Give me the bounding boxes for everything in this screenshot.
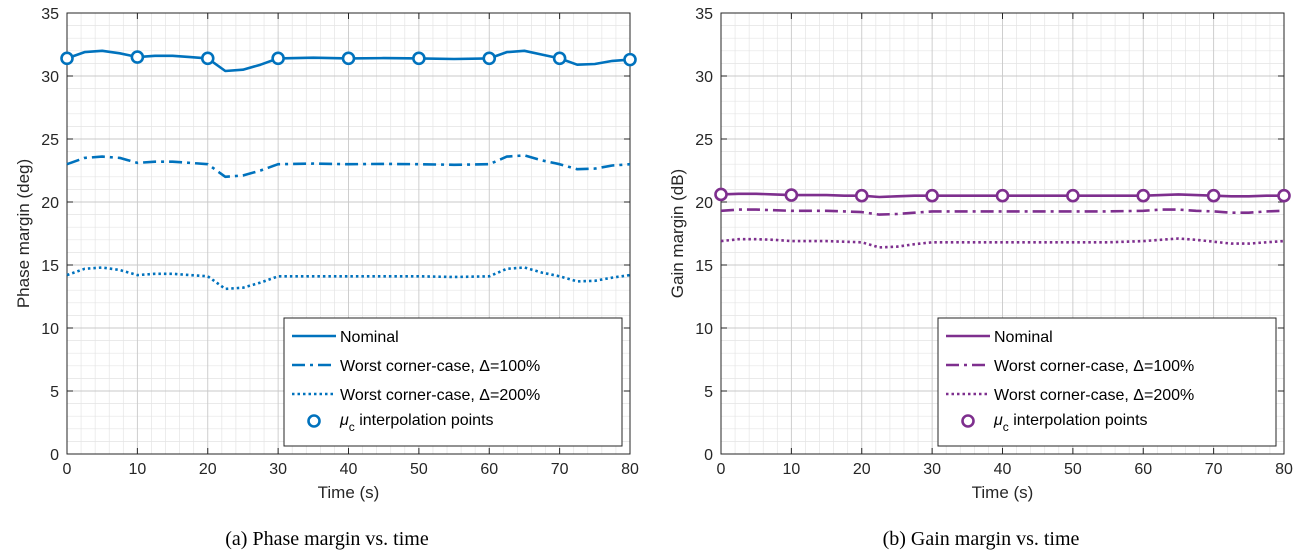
x-tick-label: 0 bbox=[63, 461, 72, 478]
legend-marker-swatch bbox=[961, 414, 975, 428]
legend-label-3: Worst corner-case, Δ=200% bbox=[994, 387, 1194, 404]
legend-box bbox=[937, 317, 1277, 447]
legend-box bbox=[283, 317, 623, 447]
y-axis-label: Phase margin (deg) bbox=[14, 159, 33, 308]
y-tick-label: 25 bbox=[41, 132, 59, 149]
interpolation-point bbox=[1277, 188, 1291, 203]
gain-margin-chart: 0 10 20 30 40 50 60 70 80 0 5 10 15 20 25 30 35 Time (s) G… bbox=[668, 6, 1293, 502]
x-tick-label: 60 bbox=[1134, 461, 1152, 478]
x-tick-label: 50 bbox=[410, 461, 428, 478]
interpolation-point bbox=[1206, 188, 1221, 203]
series-line-3 bbox=[720, 237, 1285, 249]
interpolation-point bbox=[1066, 188, 1080, 203]
legend-label-markers: μc interpolation points bbox=[339, 412, 494, 434]
interpolation-point bbox=[784, 188, 799, 202]
x-tick-label: 20 bbox=[853, 461, 871, 478]
interpolation-point bbox=[412, 51, 426, 66]
x-tick-label: 20 bbox=[199, 461, 217, 478]
x-tick-label: 60 bbox=[480, 461, 498, 478]
interpolation-point bbox=[925, 188, 939, 203]
interpolation-point bbox=[341, 51, 356, 66]
interpolation-point bbox=[854, 188, 869, 203]
series-line-3 bbox=[66, 266, 631, 291]
panel-phase-margin: 0 10 20 30 40 50 60 70 80 0 5 10 15 20 25 30 35 Time (s) P… bbox=[14, 6, 639, 550]
y-tick-label: 5 bbox=[704, 384, 713, 401]
interpolation-point bbox=[271, 51, 285, 66]
x-tick-label: 80 bbox=[1275, 461, 1293, 478]
x-tick-label: 40 bbox=[994, 461, 1012, 478]
caption-gain-margin: (b) Gain margin vs. time bbox=[882, 528, 1080, 550]
x-tick-label: 70 bbox=[551, 461, 569, 478]
interpolation-point bbox=[200, 51, 215, 66]
y-axis-label: Gain margin (dB) bbox=[668, 169, 687, 298]
x-tick-label: 10 bbox=[782, 461, 800, 478]
legend: Nominal Worst corner-case, Δ=100% Worst co… bbox=[283, 317, 623, 447]
x-tick-label: 40 bbox=[340, 461, 358, 478]
interpolation-point bbox=[130, 50, 145, 64]
interpolation-point bbox=[552, 51, 567, 66]
x-tick-label: 30 bbox=[923, 461, 941, 478]
y-tick-label: 20 bbox=[695, 195, 713, 212]
y-tick-label: 0 bbox=[704, 447, 713, 464]
caption-phase-margin: (a) Phase margin vs. time bbox=[225, 528, 429, 550]
x-axis-label: Time (s) bbox=[972, 483, 1034, 502]
phase-margin-chart: 0 10 20 30 40 50 60 70 80 0 5 10 15 20 25 30 35 Time (s) P… bbox=[14, 6, 639, 502]
y-tick-label: 25 bbox=[695, 132, 713, 149]
y-tick-label: 20 bbox=[41, 195, 59, 212]
interpolation-point bbox=[995, 188, 1010, 203]
y-tick-label: 10 bbox=[695, 321, 713, 338]
legend-label-2: Worst corner-case, Δ=100% bbox=[340, 358, 540, 375]
y-tick-label: 30 bbox=[695, 69, 713, 86]
legend-label-1: Nominal bbox=[994, 329, 1053, 346]
y-tick-label: 15 bbox=[695, 258, 713, 275]
y-tick-label: 30 bbox=[41, 69, 59, 86]
interpolation-point bbox=[623, 52, 637, 67]
x-tick-label: 70 bbox=[1205, 461, 1223, 478]
y-tick-label: 0 bbox=[50, 447, 59, 464]
legend: Nominal Worst corner-case, Δ=100% Worst co… bbox=[937, 317, 1277, 447]
interpolation-point bbox=[714, 187, 728, 202]
legend-label-2: Worst corner-case, Δ=100% bbox=[994, 358, 1194, 375]
x-tick-label: 80 bbox=[621, 461, 639, 478]
panel-gain-margin: 0 10 20 30 40 50 60 70 80 0 5 10 15 20 25 30 35 Time (s) G… bbox=[654, 0, 1308, 556]
series-line-2 bbox=[720, 208, 1285, 216]
legend-label-1: Nominal bbox=[340, 329, 399, 346]
y-tick-label: 35 bbox=[41, 6, 59, 23]
x-tick-label: 50 bbox=[1064, 461, 1082, 478]
interpolation-point bbox=[60, 51, 74, 66]
y-tick-label: 5 bbox=[50, 384, 59, 401]
legend-label-3: Worst corner-case, Δ=200% bbox=[340, 387, 540, 404]
y-tick-label: 10 bbox=[41, 321, 59, 338]
x-tick-label: 10 bbox=[128, 461, 146, 478]
legend-label-markers: μc interpolation points bbox=[993, 412, 1148, 434]
x-tick-label: 30 bbox=[269, 461, 287, 478]
y-tick-label: 35 bbox=[695, 6, 713, 23]
legend-marker-swatch bbox=[307, 414, 321, 428]
series-line-2 bbox=[66, 154, 631, 179]
interpolation-point bbox=[482, 51, 497, 66]
interpolation-point bbox=[1136, 188, 1151, 203]
x-axis-label: Time (s) bbox=[318, 483, 380, 502]
x-tick-label: 0 bbox=[717, 461, 726, 478]
y-tick-label: 15 bbox=[41, 258, 59, 275]
